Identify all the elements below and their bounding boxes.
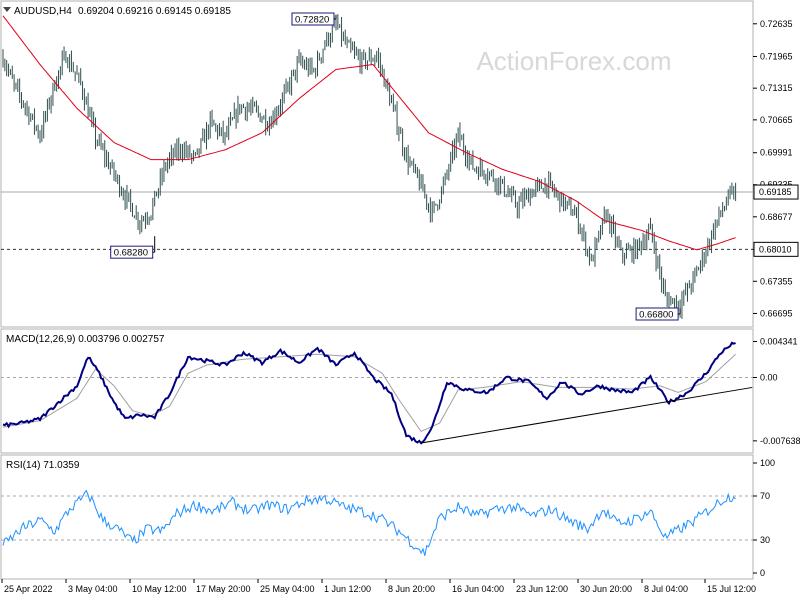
time-axis-label: 17 May 20:00 — [196, 584, 251, 594]
rsi-plot — [1, 489, 753, 556]
time-axis-label: 15 Jul 12:00 — [707, 584, 756, 594]
rsi-axis-label: 0 — [760, 568, 765, 578]
time-axis-label: 1 Jun 12:00 — [324, 584, 371, 594]
time-axis-label: 23 Jun 12:00 — [516, 584, 568, 594]
price-annotations: 0.72820 0.68280 0.66800 — [110, 12, 681, 321]
price-level-lines: 0.69185 0.68010 — [1, 184, 799, 257]
last-price-box — [753, 184, 799, 200]
time-axis-label: 25 May 04:00 — [260, 584, 315, 594]
rsi-line — [2, 489, 736, 556]
ohlc-readout: 0.69204 0.69216 0.69145 0.69185 — [78, 6, 231, 17]
support-level-box — [753, 241, 799, 257]
rsi-panel-frame — [0, 454, 754, 580]
macd-title: MACD(12,26,9) 0.003796 0.002757 — [6, 334, 165, 345]
price-panel-frame — [0, 0, 754, 328]
time-axis-label: 16 Jun 04:00 — [452, 584, 504, 594]
price-axis-label: 0.67355 — [760, 276, 793, 286]
price-bars — [2, 14, 737, 319]
rsi-axis-label: 70 — [760, 491, 770, 501]
collapse-triangle-icon[interactable] — [3, 7, 11, 12]
macd-trendline — [421, 386, 753, 444]
price-axis-label: 0.71315 — [760, 83, 793, 93]
price-axis-label: 0.66695 — [760, 308, 793, 318]
price-annotation-label: 0.66800 — [639, 310, 673, 321]
price-annotation-label: 0.72820 — [295, 15, 329, 26]
price-axis-label: 0.70665 — [760, 115, 793, 125]
time-axis-label: 30 Jun 20:00 — [580, 584, 632, 594]
macd-axis-label: 0.004341 — [760, 336, 798, 346]
time-axis-label: 8 Jul 04:00 — [644, 584, 688, 594]
rsi-axis-label: 100 — [760, 458, 775, 468]
rsi-axis: 100 70 30 0 — [753, 458, 775, 578]
price-axis-label: 0.69991 — [760, 148, 793, 158]
time-axis-label: 8 Jun 20:00 — [388, 584, 435, 594]
price-axis-label: 0.72635 — [760, 19, 793, 29]
macd-axis-label: 0.00 — [760, 372, 778, 382]
time-axis-label: 10 May 12:00 — [132, 584, 187, 594]
macd-axis-label: -0.007638 — [760, 436, 800, 446]
time-axis-label: 3 May 04:00 — [68, 584, 118, 594]
price-header: AUDUSD,H4 0.69204 0.69216 0.69145 0.6918… — [3, 6, 231, 17]
symbol-label: AUDUSD,H4 — [14, 6, 72, 17]
rsi-axis-label: 30 — [760, 535, 770, 545]
price-axis-label: 0.68677 — [760, 212, 793, 222]
macd-axis: 0.004341 0.00 -0.007638 — [753, 336, 800, 446]
macd-plot — [1, 341, 753, 445]
price-axis-label: 0.71965 — [760, 51, 793, 61]
time-axis-label: 25 Apr 2022 — [4, 584, 53, 594]
moving-average — [2, 15, 736, 251]
price-annotation-label: 0.68280 — [114, 248, 148, 259]
moving-average-line — [2, 15, 736, 251]
watermark-text: ActionForex.com — [476, 46, 671, 76]
macd-line — [2, 341, 736, 445]
last-price-label: 0.69185 — [759, 187, 792, 197]
time-axis: 25 Apr 2022 3 May 04:00 10 May 12:00 17 May… — [1, 579, 756, 594]
support-level-label: 0.68010 — [759, 244, 792, 254]
rsi-title: RSI(14) 71.0359 — [6, 460, 80, 471]
macd-panel-frame — [0, 328, 754, 454]
